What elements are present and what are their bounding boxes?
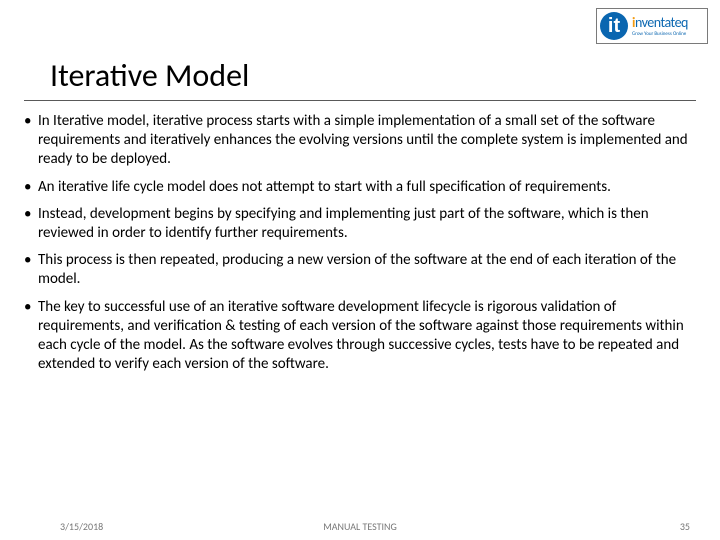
list-item: The key to successful use of an iterativ… bbox=[24, 298, 696, 375]
logo-text: inventateq Grow Your Business Online bbox=[632, 15, 688, 37]
list-item: In Iterative model, iterative process st… bbox=[24, 112, 696, 170]
logo-tagline: Grow Your Business Online bbox=[632, 32, 688, 37]
bullet-list: In Iterative model, iterative process st… bbox=[24, 112, 696, 374]
footer-page-number: 35 bbox=[680, 520, 690, 533]
logo-mark-letter: it bbox=[608, 15, 620, 38]
list-item: This process is then repeated, producing… bbox=[24, 251, 696, 289]
brand-logo: it inventateq Grow Your Business Online bbox=[596, 8, 708, 44]
title-underline bbox=[24, 100, 696, 101]
list-item: Instead, development begins by specifyin… bbox=[24, 205, 696, 243]
slide: it inventateq Grow Your Business Online … bbox=[0, 0, 720, 540]
body-content: In Iterative model, iterative process st… bbox=[24, 112, 696, 382]
logo-mark-icon: it bbox=[600, 12, 628, 40]
footer-center: MANUAL TESTING bbox=[0, 520, 720, 533]
logo-wordmark: inventateq bbox=[632, 14, 688, 31]
list-item: An iterative life cycle model does not a… bbox=[24, 178, 696, 197]
page-title: Iterative Model bbox=[50, 56, 249, 95]
logo-rest: nventateq bbox=[635, 14, 688, 31]
